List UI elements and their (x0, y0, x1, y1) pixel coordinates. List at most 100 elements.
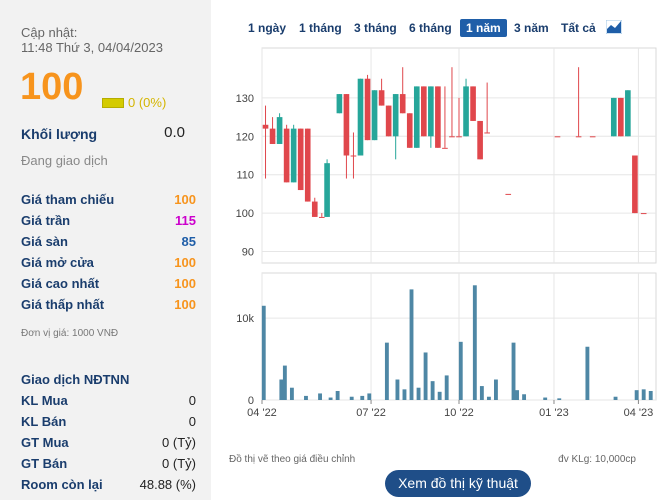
price-row-open: Giá mở cửa 100 (21, 255, 196, 273)
foreign-row-label: KL Mua (21, 393, 68, 408)
candle-body (378, 90, 385, 106)
price-unit-note: Đơn vị giá: 1000 VNĐ (21, 328, 119, 339)
volume-bar (416, 387, 421, 400)
volume-tick-label: 10k (236, 313, 254, 325)
foreign-row-label: Room còn lại (21, 477, 103, 492)
candle-body (283, 128, 290, 183)
volume-bar (360, 395, 365, 400)
x-tick-label: 04 '23 (624, 407, 654, 419)
price-row-value: 100 (174, 255, 196, 270)
candle-body (554, 136, 561, 138)
candle-body (470, 86, 476, 121)
candle-body (392, 94, 399, 137)
price-row-high: Giá cao nhất 100 (21, 276, 196, 294)
tab-6-months[interactable]: 6 tháng (409, 21, 452, 35)
price-row-low: Giá thấp nhất 100 (21, 297, 196, 315)
foreign-row-sell-value: GT Bán 0 (Tỷ) (21, 456, 196, 474)
price-tick-label: 110 (236, 170, 254, 182)
adjusted-price-note: Đồ thị vẽ theo giá điều chỉnh (229, 454, 356, 465)
candle-body (290, 128, 297, 183)
foreign-row-value: 0 (188, 414, 196, 429)
foreign-row-sell-volume: KL Bán 0 (21, 414, 196, 432)
candle-body (477, 120, 483, 160)
candle-body (449, 136, 455, 138)
candle-body (276, 117, 283, 144)
price-row-value: 115 (175, 213, 196, 228)
candle-body (589, 136, 596, 138)
price-row-reference: Giá tham chiếu 100 (21, 192, 196, 210)
price-row-label: Giá sàn (21, 234, 68, 249)
no-change-icon (102, 98, 124, 108)
volume-bar (349, 396, 354, 400)
volume-bar (543, 397, 548, 400)
x-tick-label: 01 '23 (539, 407, 569, 419)
volume-bar (395, 379, 400, 400)
candle-body (575, 136, 582, 138)
volume-bar (458, 341, 463, 400)
foreign-row-label: GT Mua (21, 435, 69, 450)
candle-body (324, 163, 330, 217)
price-row-value: 85 (181, 234, 196, 249)
candle-body (357, 78, 364, 156)
candle-body (610, 97, 617, 137)
volume-bar (402, 389, 407, 400)
x-tick-label: 07 '22 (356, 407, 386, 419)
price-row-label: Giá tham chiếu (21, 192, 115, 207)
candle-body (406, 113, 413, 148)
tab-3-years[interactable]: 3 năm (514, 21, 549, 35)
foreign-row-value: 0 (Tỷ) (162, 435, 196, 450)
price-tick-label: 100 (236, 208, 254, 220)
price-row-value: 100 (174, 297, 196, 312)
volume-bar (282, 365, 287, 400)
foreign-row-buy-volume: KL Mua 0 (21, 393, 196, 411)
candle-body (399, 94, 406, 114)
volume-bar (409, 289, 414, 400)
volume-bar (279, 379, 284, 400)
tab-3-months[interactable]: 3 tháng (354, 21, 397, 35)
chart-type-icon[interactable] (606, 20, 622, 34)
tab-1-day[interactable]: 1 ngày (248, 21, 287, 35)
volume-bar (486, 396, 491, 400)
tab-1-month[interactable]: 1 tháng (299, 21, 342, 35)
foreign-row-label: KL Bán (21, 414, 67, 429)
foreign-row-value: 0 (Tỷ) (162, 456, 196, 471)
volume-bar (472, 285, 477, 400)
volume-bar (261, 305, 266, 400)
candle-body (318, 216, 325, 218)
volume-bar (384, 342, 389, 400)
volume-bar (511, 342, 516, 400)
price-row-value: 100 (174, 276, 196, 291)
volume-bar (367, 393, 372, 400)
volume-bar (479, 386, 484, 400)
candle-body (262, 124, 269, 129)
tab-all[interactable]: Tất cả (561, 21, 596, 35)
foreign-trading-title: Giao dịch NĐTNN (21, 372, 130, 387)
price-row-label: Giá trần (21, 213, 71, 228)
volume-bar (304, 395, 308, 400)
x-tick-label: 04 '22 (247, 407, 277, 419)
volume-bar (648, 390, 653, 400)
volume-bar (585, 346, 590, 400)
tab-1-year[interactable]: 1 năm (460, 19, 507, 37)
price-row-label: Giá mở cửa (21, 255, 94, 270)
update-label: Cập nhật: (21, 25, 78, 40)
volume-bar (494, 379, 498, 400)
candle-body (311, 201, 318, 217)
volume-bar (289, 387, 294, 400)
candle-body (463, 86, 469, 137)
volume-bar (641, 389, 646, 400)
volume-tick-label: 0 (248, 395, 254, 407)
price-row-value: 100 (174, 192, 196, 207)
candle-body (428, 86, 434, 137)
candle-body (618, 97, 624, 137)
candle-body (625, 90, 631, 137)
volume-bar (335, 390, 340, 400)
volume-plot: 0 10k (236, 272, 657, 407)
trading-status: Đang giao dịch (21, 153, 108, 168)
price-tick-label: 90 (242, 246, 254, 258)
candle-body (435, 86, 441, 148)
technical-chart-button[interactable]: Xem đồ thị kỹ thuật (385, 470, 531, 497)
stock-chart: 90 100 110 120 130 0 10k 04 '22 07 '22 10 '22 01… (236, 47, 657, 419)
candle-body (640, 213, 647, 215)
volume-bar (515, 390, 519, 400)
